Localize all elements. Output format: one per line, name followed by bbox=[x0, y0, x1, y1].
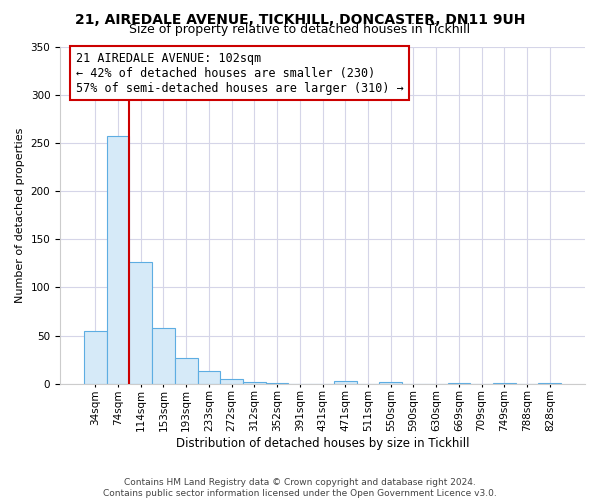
Bar bbox=[379, 382, 402, 384]
Bar bbox=[175, 358, 197, 384]
Y-axis label: Number of detached properties: Number of detached properties bbox=[15, 128, 25, 303]
X-axis label: Distribution of detached houses by size in Tickhill: Distribution of detached houses by size … bbox=[176, 437, 469, 450]
Bar bbox=[84, 331, 107, 384]
Bar bbox=[220, 379, 243, 384]
Bar bbox=[334, 381, 356, 384]
Bar bbox=[493, 383, 515, 384]
Bar bbox=[197, 371, 220, 384]
Text: 21 AIREDALE AVENUE: 102sqm
← 42% of detached houses are smaller (230)
57% of sem: 21 AIREDALE AVENUE: 102sqm ← 42% of deta… bbox=[76, 52, 404, 94]
Text: Size of property relative to detached houses in Tickhill: Size of property relative to detached ho… bbox=[130, 22, 470, 36]
Text: Contains HM Land Registry data © Crown copyright and database right 2024.
Contai: Contains HM Land Registry data © Crown c… bbox=[103, 478, 497, 498]
Text: 21, AIREDALE AVENUE, TICKHILL, DONCASTER, DN11 9UH: 21, AIREDALE AVENUE, TICKHILL, DONCASTER… bbox=[75, 12, 525, 26]
Bar bbox=[107, 136, 130, 384]
Bar bbox=[266, 383, 289, 384]
Bar bbox=[538, 383, 561, 384]
Bar bbox=[448, 383, 470, 384]
Bar bbox=[243, 382, 266, 384]
Bar bbox=[130, 262, 152, 384]
Bar bbox=[152, 328, 175, 384]
